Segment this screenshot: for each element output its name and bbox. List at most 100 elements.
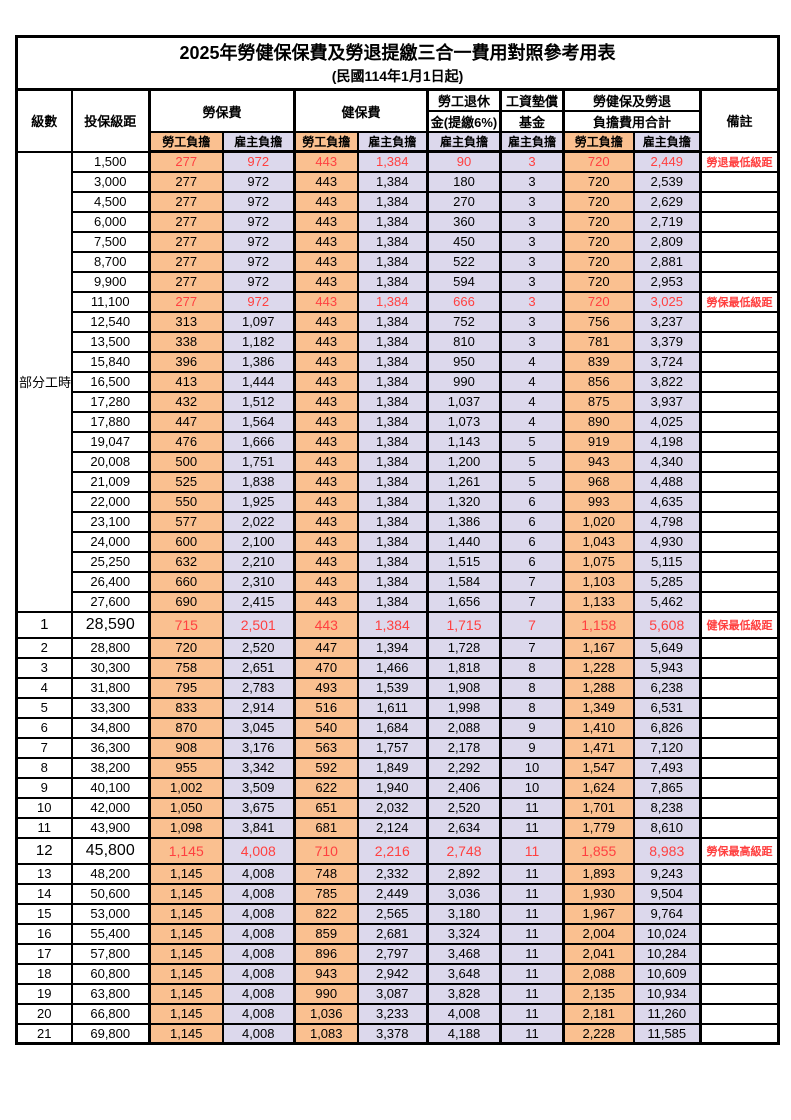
cell-value: 3,648 — [426, 962, 502, 985]
cell-value: 7,493 — [632, 756, 702, 779]
table-row: 21 69,800 1,145 4,008 1,083 3,378 4,188 11 2,228… — [15, 1022, 780, 1045]
cell-value: 4,488 — [632, 470, 702, 493]
cell-value: 443 — [293, 390, 359, 413]
header-fund-top: 工資墊償 — [499, 88, 565, 112]
cell-note — [698, 756, 780, 779]
cell-value: 875 — [562, 390, 635, 413]
cell-level: 19 — [15, 982, 73, 1005]
cell-value: 2,100 — [221, 530, 296, 553]
cell-value: 3 — [499, 210, 565, 233]
cell-bracket: 9,900 — [70, 270, 151, 293]
table-row: 7,500 277 972 443 1,384 450 3 720 2,809 — [17, 230, 780, 253]
table-row: 11,100 277 972 443 1,384 666 3 720 3,025 勞保最低級距 — [17, 290, 780, 313]
cell-level: 5 — [15, 696, 73, 719]
cell-value: 1,103 — [562, 570, 635, 593]
cell-value: 3 — [499, 170, 565, 193]
table-row: 4,500 277 972 443 1,384 270 3 720 2,629 — [17, 190, 780, 213]
cell-note — [698, 570, 780, 593]
cell-value: 4,008 — [426, 1002, 502, 1025]
cell-value: 1,143 — [426, 430, 502, 453]
cell-value: 396 — [148, 350, 224, 373]
cell-value: 11 — [499, 962, 565, 985]
cell-note — [698, 210, 780, 233]
cell-value: 2,651 — [221, 656, 296, 679]
cell-bracket: 6,000 — [70, 210, 151, 233]
cell-value: 1,145 — [148, 962, 224, 985]
cell-value: 3,176 — [221, 736, 296, 759]
cell-value: 3 — [499, 290, 565, 313]
cell-value: 1,384 — [356, 250, 429, 273]
cell-level: 11 — [15, 816, 73, 839]
cell-value: 720 — [562, 190, 635, 213]
cell-value: 1,043 — [562, 530, 635, 553]
cell-value: 2,501 — [221, 610, 296, 639]
table-row: 15 53,000 1,145 4,008 822 2,565 3,180 11 1,967 9,… — [15, 902, 780, 925]
cell-bracket: 40,100 — [70, 776, 151, 799]
table-row: 3,000 277 972 443 1,384 180 3 720 2,539 — [17, 170, 780, 193]
cell-value: 622 — [293, 776, 359, 799]
cell-value: 955 — [148, 756, 224, 779]
table-row: 11 43,900 1,098 3,841 681 2,124 2,634 11 1,779 8,… — [15, 816, 780, 839]
cell-value: 1,624 — [562, 776, 635, 799]
cell-value: 833 — [148, 696, 224, 719]
table-row: 17,880 447 1,564 443 1,384 1,073 4 890 4,025 — [17, 410, 780, 433]
cell-bracket: 23,100 — [70, 510, 151, 533]
cell-bracket: 31,800 — [70, 676, 151, 699]
cell-value: 3 — [499, 330, 565, 353]
cell-value: 1,728 — [426, 636, 502, 659]
cell-value: 9,504 — [632, 882, 702, 905]
cell-value: 540 — [293, 716, 359, 739]
cell-value: 1,515 — [426, 550, 502, 573]
table-row: 1 28,590 715 2,501 443 1,384 1,715 7 1,158 5,608 健… — [15, 610, 780, 639]
cell-value: 493 — [293, 676, 359, 699]
cell-value: 1,228 — [562, 656, 635, 679]
cell-value: 3,045 — [221, 716, 296, 739]
cell-value: 2,032 — [356, 796, 429, 819]
cell-value: 1,386 — [221, 350, 296, 373]
cell-value: 1,384 — [356, 270, 429, 293]
cell-value: 4,008 — [221, 902, 296, 925]
cell-bracket: 3,000 — [70, 170, 151, 193]
cell-note — [698, 550, 780, 573]
cell-value: 4,198 — [632, 430, 702, 453]
cell-value: 443 — [293, 490, 359, 513]
cell-value: 3,342 — [221, 756, 296, 779]
cell-value: 11 — [499, 1002, 565, 1025]
cell-value: 859 — [293, 922, 359, 945]
cell-value: 11 — [499, 1022, 565, 1045]
cell-value: 2,520 — [221, 636, 296, 659]
cell-value: 4,340 — [632, 450, 702, 473]
cell-value: 1,036 — [293, 1002, 359, 1025]
page-title: 2025年勞健保保費及勞退提繳三合一費用對照參考用表 — [179, 43, 616, 63]
cell-note — [698, 776, 780, 799]
cell-value: 781 — [562, 330, 635, 353]
cell-value: 1,384 — [356, 310, 429, 333]
cell-value: 785 — [293, 882, 359, 905]
cell-value: 3,324 — [426, 922, 502, 945]
cell-value: 277 — [148, 170, 224, 193]
subheader-health-employee: 勞工負擔 — [293, 131, 359, 153]
table-row: 13 48,200 1,145 4,008 748 2,332 2,892 11 1,893 9,… — [15, 862, 780, 885]
cell-value: 1,849 — [356, 756, 429, 779]
cell-value: 1,925 — [221, 490, 296, 513]
cell-bracket: 43,900 — [70, 816, 151, 839]
cell-value: 443 — [293, 150, 359, 173]
cell-value: 7 — [499, 610, 565, 639]
page: 2025年勞健保保費及勞退提繳三合一費用對照參考用表 (民國114年1月1日起)… — [15, 35, 781, 1045]
header-level: 級數 — [15, 88, 73, 153]
cell-bracket: 11,100 — [70, 290, 151, 313]
cell-note — [698, 882, 780, 905]
cell-value: 666 — [426, 290, 502, 313]
cell-note — [698, 816, 780, 839]
cell-value: 4,008 — [221, 982, 296, 1005]
cell-value: 3,822 — [632, 370, 702, 393]
cell-value: 2,088 — [562, 962, 635, 985]
cell-note — [698, 190, 780, 213]
cell-note — [698, 696, 780, 719]
cell-bracket: 36,300 — [70, 736, 151, 759]
cell-value: 1,384 — [356, 450, 429, 473]
table-row: 26,400 660 2,310 443 1,384 1,584 7 1,103 5,285 — [17, 570, 780, 593]
cell-note — [698, 736, 780, 759]
table-row: 21,009 525 1,838 443 1,384 1,261 5 968 4,488 — [17, 470, 780, 493]
cell-value: 1,751 — [221, 450, 296, 473]
